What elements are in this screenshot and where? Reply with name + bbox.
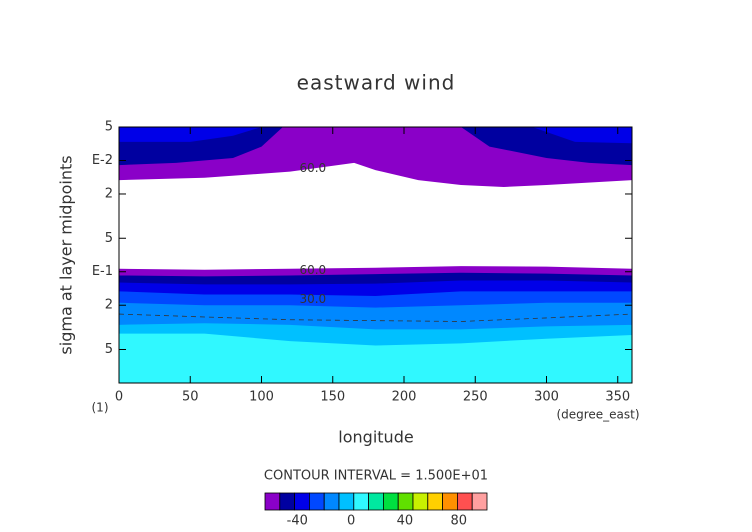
colorbar-swatch xyxy=(338,492,355,511)
x-tick-label: 0 xyxy=(115,390,123,405)
colorbar-swatch xyxy=(471,492,488,511)
x-tick-label: 350 xyxy=(605,390,630,405)
y-tick-label: 2 xyxy=(105,186,113,201)
x-tick-label: 300 xyxy=(534,390,559,405)
contour-fill xyxy=(119,127,632,166)
contour-fill xyxy=(119,333,632,383)
colorbar-tick-label: 80 xyxy=(450,514,467,529)
colorbar-swatch xyxy=(368,492,384,511)
plot-area xyxy=(119,127,632,383)
colorbar-swatch xyxy=(279,492,295,511)
colorbar-swatch xyxy=(412,492,429,511)
x-tick-label: 150 xyxy=(320,390,345,405)
contour-label: 30.0 xyxy=(299,292,326,306)
colorbar-tick-label: -40 xyxy=(287,514,308,529)
x-tick-label: 200 xyxy=(392,390,417,405)
y-unit: (1) xyxy=(92,401,109,415)
plot-frame xyxy=(118,126,633,384)
colorbar-tick-label: 40 xyxy=(397,514,414,529)
y-axis-label: sigma at layer midpoints xyxy=(57,155,76,354)
colorbar-swatch xyxy=(397,492,414,511)
colorbar-swatch xyxy=(308,492,325,511)
y-tick-label: E-2 xyxy=(92,153,113,168)
x-unit: (degree_east) xyxy=(556,408,639,422)
colorbar-swatch xyxy=(264,492,281,511)
x-tick-label: 50 xyxy=(182,390,199,405)
colorbar-swatch xyxy=(427,492,443,511)
y-tick-label: 2 xyxy=(105,298,113,313)
contour-line xyxy=(119,313,632,322)
x-tick-label: 250 xyxy=(463,390,488,405)
colorbar-swatch xyxy=(442,492,458,511)
contour-fill xyxy=(119,127,632,142)
y-tick-label: 5 xyxy=(105,231,113,246)
colorbar-swatch xyxy=(456,492,473,511)
colorbar-swatch xyxy=(294,492,310,511)
colorbar-swatch xyxy=(353,492,369,511)
y-tick-label: 5 xyxy=(105,342,113,357)
y-tick-label: E-1 xyxy=(92,264,113,279)
colorbar-swatch xyxy=(323,492,340,511)
colorbar-tick-label: 0 xyxy=(347,514,355,529)
chart-title: eastward wind xyxy=(297,71,456,95)
x-axis-label: longitude xyxy=(338,428,413,447)
contour-label: 60.0 xyxy=(299,161,326,175)
contour-fill xyxy=(119,127,632,144)
colorbar-swatch xyxy=(382,492,399,511)
contour-label: 60.0 xyxy=(299,263,326,277)
y-tick-label: 5 xyxy=(105,120,113,135)
contour-interval: CONTOUR INTERVAL = 1.500E+01 xyxy=(264,469,488,484)
overlay: 60.060.030.00 50 100 150 200 250 300 3505E-225E… xyxy=(92,120,633,529)
x-tick-label: 100 xyxy=(249,390,274,405)
